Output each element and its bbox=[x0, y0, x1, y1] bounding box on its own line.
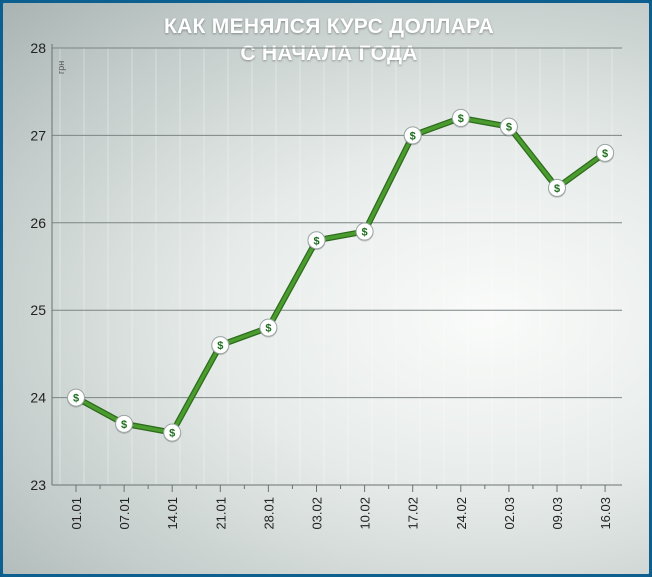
data-point-24.02 bbox=[451, 108, 470, 127]
y-tick-label: 28 bbox=[30, 40, 46, 56]
series-line bbox=[74, 116, 607, 435]
dollar-sign-icon: $ bbox=[265, 323, 271, 335]
x-tick-label: 02.03 bbox=[502, 497, 517, 530]
dollar-sign-icon: $ bbox=[602, 148, 608, 160]
y-tick-label: 25 bbox=[30, 302, 46, 318]
x-tick-label: 10.02 bbox=[358, 497, 373, 530]
dollar-sign-icon: $ bbox=[73, 393, 79, 405]
x-tick-label: 28.01 bbox=[261, 497, 276, 530]
y-tick-label: 24 bbox=[30, 390, 46, 406]
data-point-14.01 bbox=[163, 423, 182, 442]
dollar-sign-icon: $ bbox=[169, 428, 175, 440]
x-tick-label: 01.01 bbox=[69, 497, 84, 530]
dollar-sign-icon: $ bbox=[410, 130, 416, 142]
y-tick-label: 23 bbox=[30, 477, 46, 493]
x-tick-label: 21.01 bbox=[213, 497, 228, 530]
x-tick-label: 24.02 bbox=[454, 497, 469, 530]
data-point-09.03 bbox=[548, 178, 566, 197]
dollar-sign-icon: $ bbox=[217, 340, 223, 352]
data-point-17.02 bbox=[403, 126, 422, 145]
y-tick-label: 27 bbox=[30, 127, 46, 143]
dollar-sign-icon: $ bbox=[362, 227, 368, 239]
data-point-07.01 bbox=[115, 414, 134, 433]
y-axis-unit: грн bbox=[56, 61, 66, 74]
x-tick-label: 17.02 bbox=[406, 497, 421, 530]
x-tick-label: 07.01 bbox=[117, 497, 132, 530]
x-tick-label: 16.03 bbox=[598, 497, 613, 530]
data-point-10.02 bbox=[355, 222, 374, 241]
dollar-sign-icon: $ bbox=[458, 113, 464, 125]
title-line-1: КАК МЕНЯЛСЯ КУРС ДОЛЛАРА bbox=[163, 15, 495, 38]
data-point-02.03 bbox=[499, 117, 518, 136]
dollar-sign-icon: $ bbox=[313, 235, 319, 247]
dollar-sign-icon: $ bbox=[554, 183, 560, 195]
dollar-sign-icon: $ bbox=[121, 419, 127, 431]
data-point-16.03 bbox=[596, 143, 615, 162]
data-point-21.01 bbox=[211, 336, 230, 355]
x-tick-label: 03.02 bbox=[310, 497, 325, 530]
data-point-28.01 bbox=[259, 318, 278, 337]
series-line-outline bbox=[73, 114, 609, 436]
data-point-01.01 bbox=[67, 388, 85, 407]
dollar-sign-icon: $ bbox=[506, 122, 512, 134]
x-tick-label: 14.01 bbox=[165, 497, 180, 530]
x-tick-label: 09.03 bbox=[550, 497, 565, 530]
data-point-03.02 bbox=[307, 231, 326, 250]
y-tick-label: 26 bbox=[30, 215, 46, 231]
